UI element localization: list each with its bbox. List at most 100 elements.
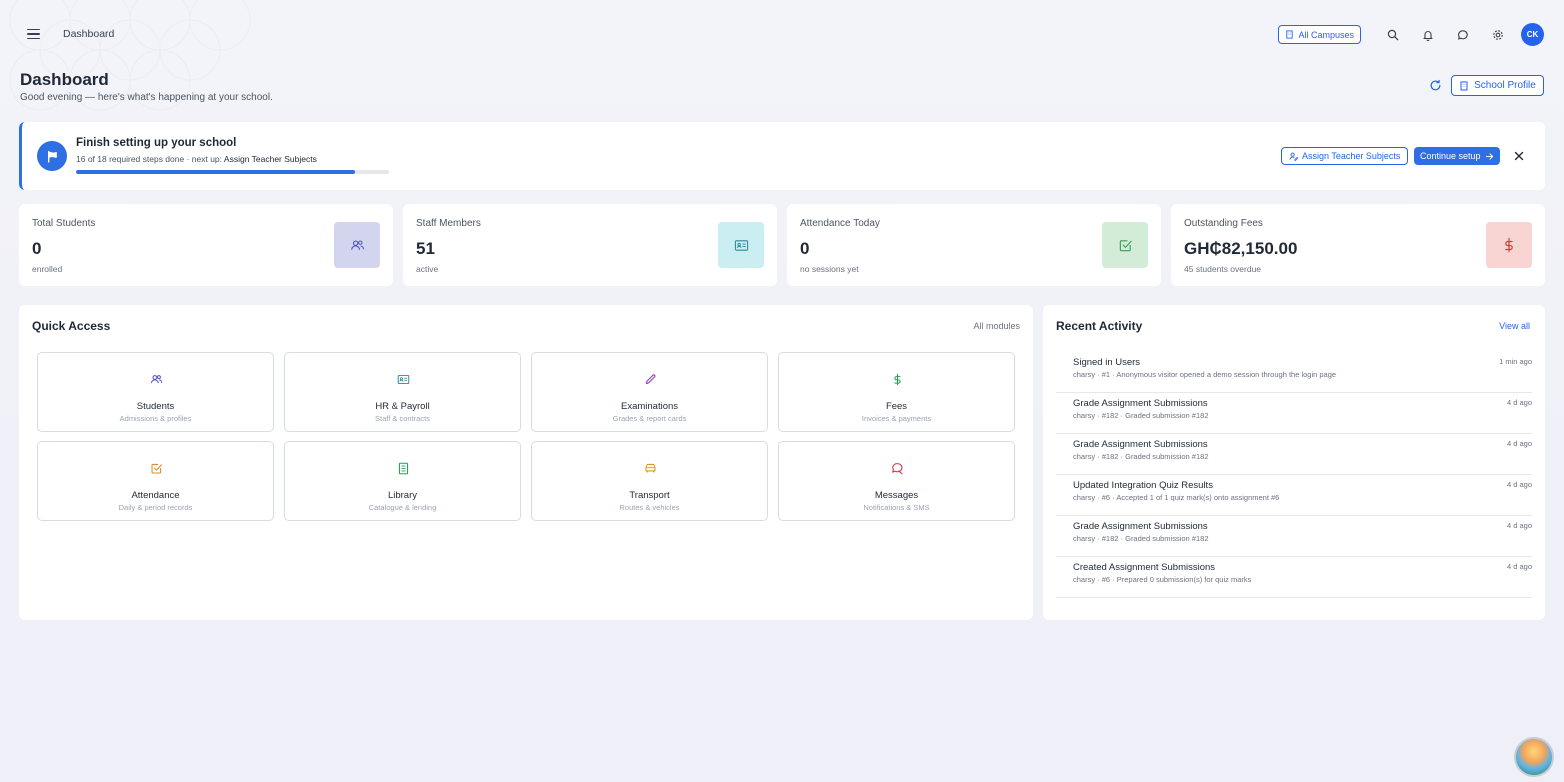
- activity-item[interactable]: Updated Integration Quiz Results charsy …: [1056, 475, 1532, 516]
- book-icon: [398, 462, 409, 475]
- activity-meta: charsy · #1 · Anonymous visitor opened a…: [1073, 370, 1337, 379]
- gear-icon[interactable]: [1490, 27, 1506, 43]
- pencil-icon: [645, 374, 656, 385]
- top-bar-actions: All Campuses CK: [1278, 23, 1544, 46]
- top-bar: Dashboard: [0, 0, 1564, 68]
- module-tile-transport[interactable]: Transport Routes & vehicles: [531, 441, 768, 521]
- chat-icon: [892, 463, 903, 475]
- refresh-icon[interactable]: [1429, 79, 1442, 92]
- view-all-link[interactable]: View all: [1499, 321, 1530, 331]
- activity-time: 4 d ago: [1506, 439, 1532, 448]
- close-icon[interactable]: [1513, 150, 1525, 162]
- activity-item[interactable]: Grade Assignment Submissions charsy · #1…: [1056, 516, 1532, 557]
- users-icon: [150, 375, 163, 384]
- activity-item[interactable]: Grade Assignment Submissions charsy · #1…: [1056, 434, 1532, 475]
- stat-card-outstanding-fees[interactable]: Outstanding Fees GH₵82,150.00 45 student…: [1171, 204, 1545, 286]
- module-tile-hr-payroll[interactable]: HR & Payroll Staff & contracts: [284, 352, 521, 432]
- stat-value: 0: [32, 239, 42, 258]
- setup-next-step: Assign Teacher Subjects: [223, 154, 317, 164]
- flag-icon: [37, 141, 67, 171]
- tile-name: Students: [136, 401, 175, 412]
- module-tile-messages[interactable]: Messages Notifications & SMS: [778, 441, 1015, 521]
- dollar-icon: [894, 373, 901, 386]
- stat-value: GH₵82,150.00: [1184, 239, 1298, 258]
- campus-selector-button[interactable]: All Campuses: [1278, 25, 1361, 44]
- setup-steps: 16 of 18 required steps done · next up: …: [76, 154, 317, 164]
- quick-access-title: Quick Access: [32, 319, 111, 333]
- setup-progress-fill: [76, 170, 355, 174]
- campus-label: All Campuses: [1298, 29, 1354, 40]
- activity-meta: charsy · #182 · Graded submission #182: [1073, 452, 1209, 461]
- page-subtitle: Good evening — here's what's happening a…: [20, 92, 273, 103]
- check-square-icon: [151, 463, 162, 474]
- stat-sub: active: [416, 264, 439, 274]
- stat-value: 51: [416, 239, 435, 258]
- setup-progress-bar: [76, 170, 389, 174]
- activity-list: Signed in Users charsy · #1 · Anonymous …: [1056, 352, 1532, 598]
- stat-label: Attendance Today: [800, 218, 880, 229]
- stat-label: Outstanding Fees: [1184, 218, 1263, 229]
- tile-desc: Daily & period records: [118, 503, 193, 512]
- activity-time: 4 d ago: [1506, 562, 1532, 571]
- building-icon: [1286, 30, 1294, 39]
- bell-icon[interactable]: [1420, 27, 1436, 43]
- tile-desc: Catalogue & lending: [368, 503, 437, 512]
- stat-sub: enrolled: [32, 264, 63, 274]
- tile-desc: Admissions & profiles: [119, 414, 192, 423]
- assistant-launcher-button[interactable]: [1514, 737, 1554, 777]
- stat-value: 0: [800, 239, 810, 258]
- check-square-icon: [1102, 222, 1148, 268]
- module-tile-students[interactable]: Students Admissions & profiles: [37, 352, 274, 432]
- setup-steps-text: 16 of 18 required steps done · next up:: [76, 154, 224, 164]
- continue-setup-button[interactable]: Continue setup: [1414, 147, 1500, 165]
- activity-name: Signed in Users: [1073, 357, 1141, 368]
- activity-item[interactable]: Grade Assignment Submissions charsy · #1…: [1056, 393, 1532, 434]
- tile-name: HR & Payroll: [375, 401, 430, 412]
- page-title: Dashboard: [20, 70, 109, 89]
- activity-item[interactable]: Created Assignment Submissions charsy · …: [1056, 557, 1532, 598]
- stat-card-total-students[interactable]: Total Students 0 enrolled: [19, 204, 393, 286]
- stat-card-staff-members[interactable]: Staff Members 51 active: [403, 204, 777, 286]
- id-card-icon: [397, 374, 410, 385]
- chat-icon[interactable]: [1455, 27, 1471, 43]
- stat-sub: no sessions yet: [800, 264, 859, 274]
- all-modules-link[interactable]: All modules: [973, 321, 1020, 331]
- activity-meta: charsy · #6 · Accepted 1 of 1 quiz mark(…: [1073, 493, 1280, 502]
- breadcrumb: Dashboard: [63, 28, 115, 40]
- module-tile-fees[interactable]: Fees Invoices & payments: [778, 352, 1015, 432]
- tile-desc: Grades & report cards: [612, 414, 687, 423]
- school-profile-label: School Profile: [1474, 80, 1536, 91]
- building-icon: [1460, 81, 1468, 90]
- tile-name: Transport: [629, 490, 670, 501]
- dollar-icon: [1486, 222, 1532, 268]
- bus-icon: [645, 463, 656, 473]
- stat-sub: 45 students overdue: [1184, 264, 1262, 274]
- search-icon[interactable]: [1385, 27, 1401, 43]
- background-pattern: [9, 0, 251, 111]
- tile-name: Attendance: [131, 490, 180, 501]
- tile-name: Messages: [874, 490, 919, 501]
- activity-name: Updated Integration Quiz Results: [1073, 480, 1213, 491]
- tile-name: Examinations: [620, 401, 679, 412]
- activity-name: Created Assignment Submissions: [1073, 562, 1216, 573]
- menu-icon[interactable]: [22, 22, 46, 46]
- module-tile-library[interactable]: Library Catalogue & lending: [284, 441, 521, 521]
- stat-card-attendance-today[interactable]: Attendance Today 0 no sessions yet: [787, 204, 1161, 286]
- activity-name: Grade Assignment Submissions: [1073, 521, 1208, 532]
- activity-time: 4 d ago: [1506, 480, 1532, 489]
- arrow-right-icon: [1485, 152, 1493, 160]
- module-tile-attendance[interactable]: Attendance Daily & period records: [37, 441, 274, 521]
- module-tile-examinations[interactable]: Examinations Grades & report cards: [531, 352, 768, 432]
- stat-label: Staff Members: [416, 218, 481, 229]
- activity-item[interactable]: Signed in Users charsy · #1 · Anonymous …: [1056, 352, 1532, 393]
- activity-time: 4 d ago: [1506, 398, 1532, 407]
- assign-teacher-subjects-button[interactable]: Assign Teacher Subjects: [1281, 147, 1409, 165]
- id-card-icon: [718, 222, 764, 268]
- tile-desc: Staff & contracts: [375, 414, 430, 423]
- avatar[interactable]: CK: [1521, 23, 1544, 46]
- recent-activity-panel: Recent Activity View all Signed in Users…: [1043, 305, 1545, 620]
- school-profile-button[interactable]: School Profile: [1451, 75, 1544, 96]
- tile-desc: Notifications & SMS: [863, 503, 930, 512]
- users-icon: [334, 222, 380, 268]
- activity-name: Grade Assignment Submissions: [1073, 439, 1208, 450]
